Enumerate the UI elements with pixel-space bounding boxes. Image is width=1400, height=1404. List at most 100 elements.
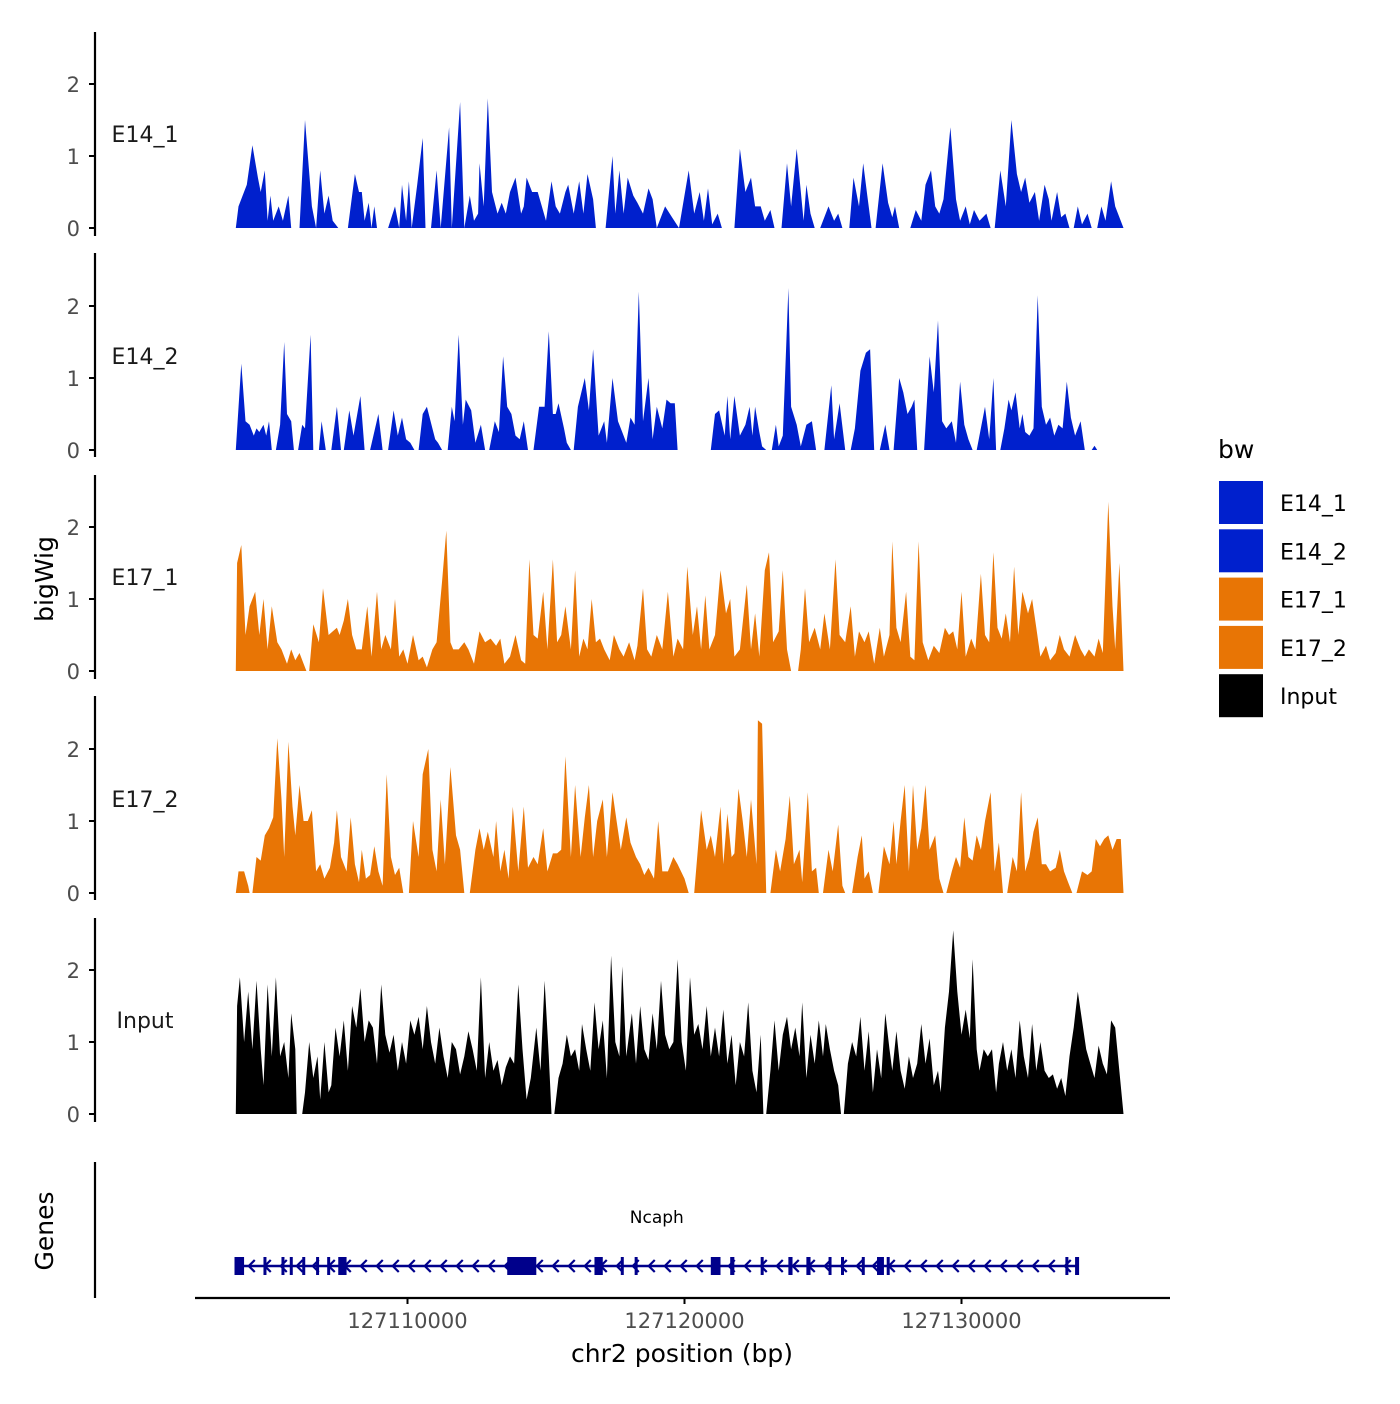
gene-models: Ncaph bbox=[234, 1208, 1080, 1275]
signal-area-E14_2 bbox=[331, 406, 341, 450]
gene-Ncaph: Ncaph bbox=[234, 1208, 1080, 1275]
signal-area-E14_2 bbox=[275, 342, 294, 450]
signal-area-Input bbox=[843, 930, 1124, 1114]
strand-arrow bbox=[775, 1259, 784, 1273]
strand-arrow bbox=[359, 1259, 368, 1273]
signal-area-E14_1 bbox=[849, 163, 872, 228]
legend-label: E17_2 bbox=[1280, 637, 1347, 662]
strand-arrow bbox=[743, 1259, 752, 1273]
gene-exon bbox=[877, 1257, 884, 1275]
signal-area-E14_2 bbox=[924, 320, 973, 450]
bigwig-tracks: 0 1 2 E14_1 0 1 2 E14_2 0 1 2 E17_1 0 1 2 E17_2 0 1 2 Input bbox=[67, 32, 1124, 1127]
signal-area-E14_2 bbox=[343, 396, 365, 450]
gene-exon bbox=[263, 1257, 267, 1275]
signal-area-E14_2 bbox=[388, 410, 415, 450]
gene-exon bbox=[1065, 1257, 1069, 1275]
gene-exon bbox=[507, 1257, 537, 1275]
strand-arrow bbox=[295, 1259, 304, 1273]
signal-area-E17_1 bbox=[309, 530, 792, 671]
strand-arrow bbox=[551, 1259, 560, 1273]
signal-area-Input bbox=[766, 1002, 841, 1114]
signal-area-E14_2 bbox=[893, 378, 918, 450]
legend-items: E14_1 E14_2 E17_1 E17_2 Input bbox=[1219, 481, 1347, 718]
signal-area-E17_2 bbox=[770, 792, 819, 893]
legend-swatch bbox=[1219, 625, 1263, 669]
signal-area-E14_1 bbox=[781, 148, 815, 228]
y-tick-label: 0 bbox=[67, 660, 80, 684]
strand-arrow bbox=[583, 1259, 592, 1273]
signal-area-E14_1 bbox=[388, 138, 426, 228]
strand-arrow bbox=[839, 1259, 848, 1273]
signal-area-E14_1 bbox=[299, 120, 339, 228]
legend-swatch bbox=[1219, 481, 1263, 524]
signal-area-E14_1 bbox=[431, 98, 596, 229]
gene-exon bbox=[788, 1257, 793, 1275]
gene-exon bbox=[828, 1257, 832, 1275]
signal-area-E14_1 bbox=[910, 127, 991, 228]
strand-arrow bbox=[999, 1259, 1008, 1273]
signal-area-E14_2 bbox=[771, 288, 817, 450]
strand-arrow bbox=[967, 1259, 976, 1273]
gene-exon bbox=[338, 1257, 347, 1275]
gene-exon bbox=[841, 1257, 845, 1275]
x-tick-label: 127130000 bbox=[901, 1309, 1021, 1333]
y-tick-label: 1 bbox=[67, 145, 80, 169]
strand-arrow bbox=[1015, 1259, 1024, 1273]
track-label-E14_1: E14_1 bbox=[112, 123, 179, 148]
track-label-E14_2: E14_2 bbox=[112, 345, 179, 370]
strand-arrow bbox=[903, 1259, 912, 1273]
signal-area-E14_2 bbox=[1000, 295, 1085, 450]
strand-arrow bbox=[1047, 1259, 1056, 1273]
x-tick-label: 127120000 bbox=[624, 1309, 744, 1333]
signal-area-E17_1 bbox=[798, 501, 1124, 671]
x-axis-ticks: 127110000 127120000 127130000 bbox=[347, 1298, 1022, 1333]
gene-exon bbox=[620, 1257, 624, 1275]
signal-area-E17_2 bbox=[852, 835, 873, 893]
strand-arrow bbox=[1063, 1259, 1072, 1273]
signal-area-E14_2 bbox=[573, 291, 678, 450]
strand-arrow bbox=[951, 1259, 960, 1273]
strand-arrow bbox=[247, 1259, 256, 1273]
gene-exon bbox=[730, 1257, 735, 1275]
strand-arrow bbox=[471, 1259, 480, 1273]
signal-area-E14_2 bbox=[879, 424, 890, 450]
gene-exon bbox=[289, 1257, 293, 1275]
legend-label: E14_2 bbox=[1280, 540, 1347, 565]
strand-arrow bbox=[615, 1259, 624, 1273]
gene-exon bbox=[327, 1257, 331, 1275]
gene-exon bbox=[886, 1257, 890, 1275]
strand-arrow bbox=[535, 1259, 544, 1273]
gene-track: Genes Ncaph bbox=[30, 1162, 1080, 1298]
legend-title: bw bbox=[1218, 435, 1254, 464]
gene-label: Ncaph bbox=[630, 1208, 684, 1228]
track-E14_1: 0 1 2 E14_1 bbox=[67, 32, 1124, 241]
y-tick-label: 2 bbox=[67, 738, 80, 762]
gene-exon bbox=[235, 1257, 245, 1275]
gene-exon bbox=[634, 1257, 638, 1275]
track-Input: 0 1 2 Input bbox=[67, 918, 1124, 1127]
signal-area-E17_1 bbox=[235, 545, 307, 671]
signal-area-E14_2 bbox=[418, 406, 443, 450]
signal-area-E14_2 bbox=[710, 396, 767, 450]
track-label-Input: Input bbox=[117, 1009, 174, 1034]
signal-area-E14_1 bbox=[734, 148, 775, 228]
signal-area-E17_2 bbox=[878, 785, 944, 893]
y-axis-title: bigWig bbox=[30, 536, 59, 622]
signal-area-E17_2 bbox=[252, 738, 404, 893]
signal-area-E17_2 bbox=[469, 756, 689, 893]
y-tick-label: 1 bbox=[67, 367, 80, 391]
signal-area-E14_1 bbox=[1097, 181, 1124, 228]
strand-arrow bbox=[439, 1259, 448, 1273]
signal-area-E14_1 bbox=[605, 156, 722, 228]
signal-area-E14_1 bbox=[994, 120, 1070, 228]
gene-exon bbox=[760, 1257, 764, 1275]
strand-arrow bbox=[983, 1259, 992, 1273]
signal-area-Input bbox=[235, 977, 297, 1114]
strand-arrow bbox=[871, 1259, 880, 1273]
signal-area-E17_2 bbox=[946, 792, 1003, 893]
x-axis-title: chr2 position (bp) bbox=[571, 1339, 793, 1368]
track-E14_2: 0 1 2 E14_2 bbox=[67, 253, 1098, 463]
signal-area-Input bbox=[302, 977, 552, 1114]
legend-label: E14_1 bbox=[1280, 492, 1347, 517]
